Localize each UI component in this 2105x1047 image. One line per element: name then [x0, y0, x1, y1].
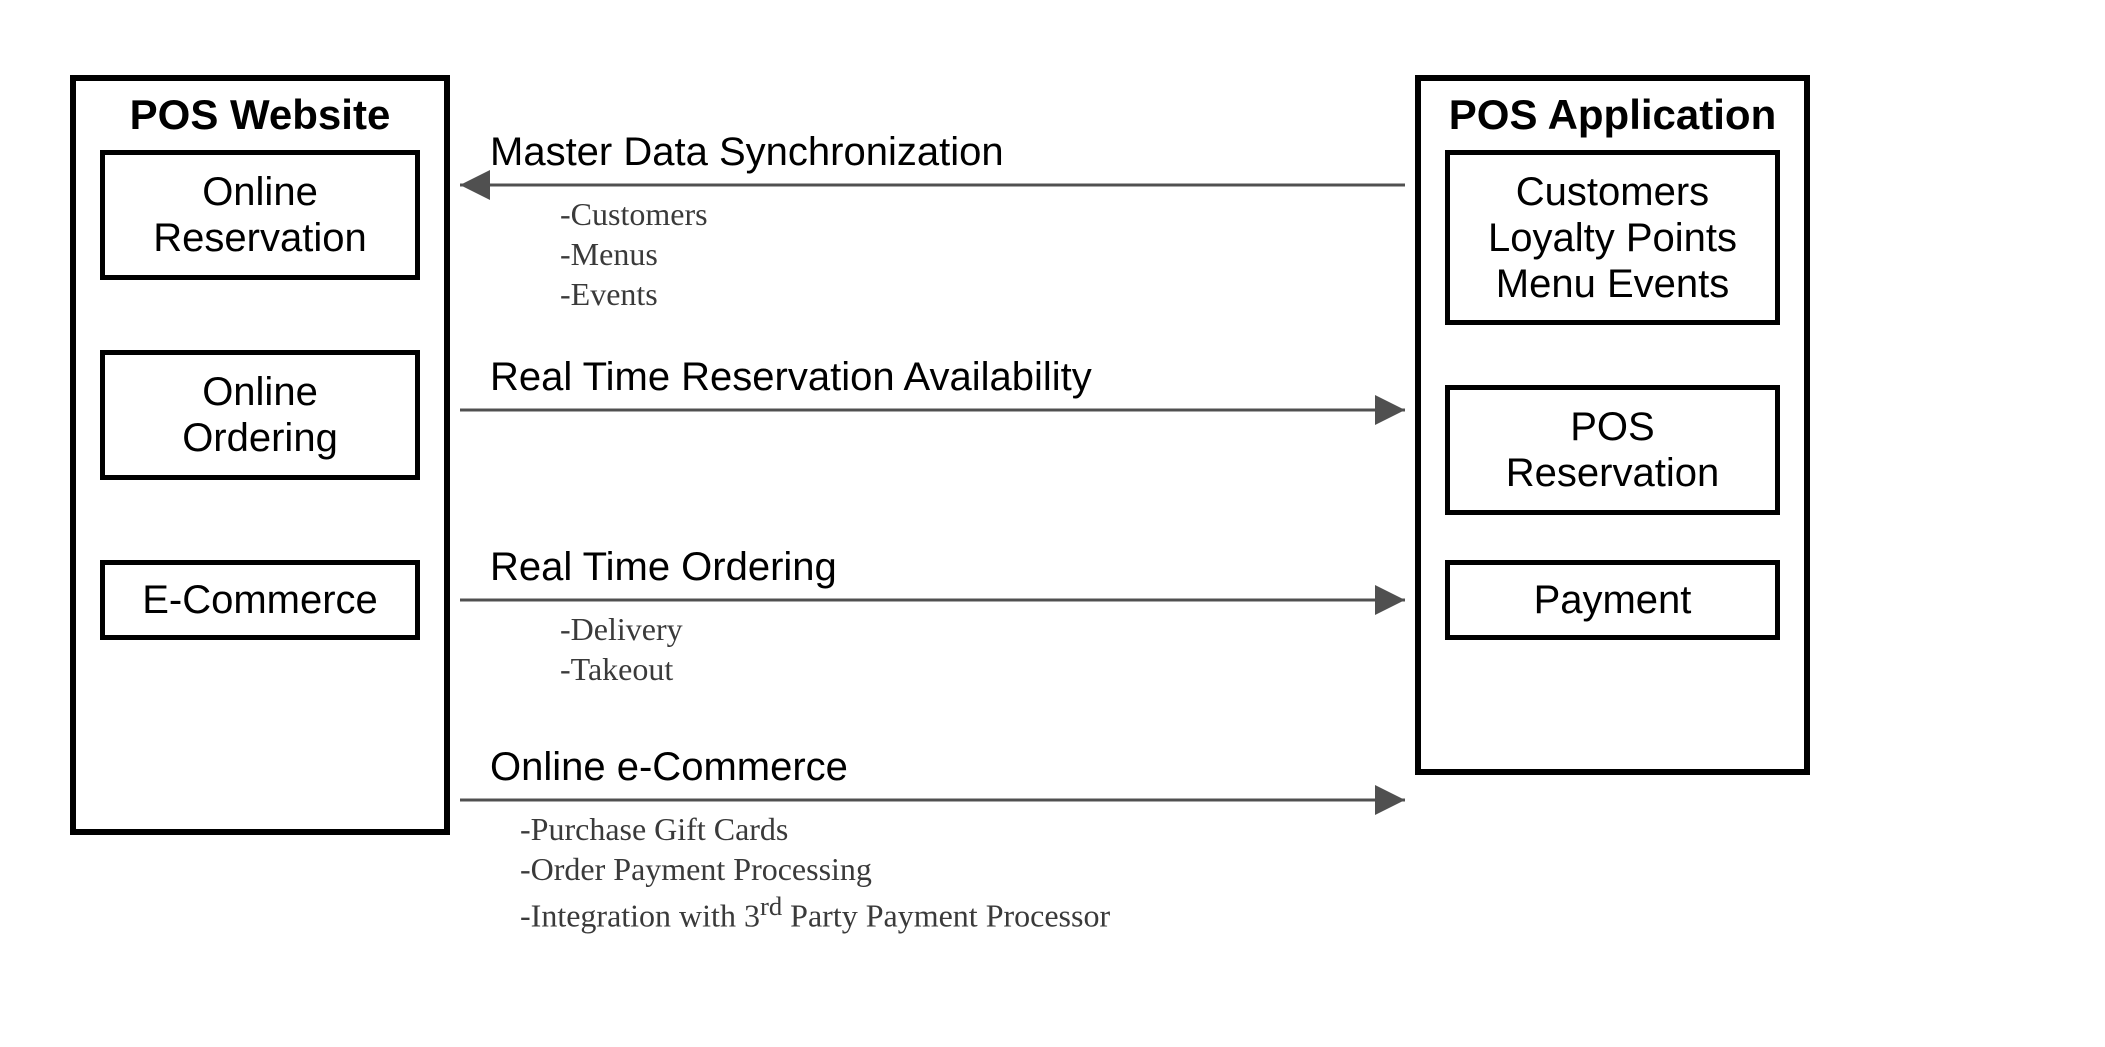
online-ecommerce-label: Online e-Commerce — [490, 745, 848, 790]
online-reservation-label: OnlineReservation — [153, 169, 366, 261]
e-commerce-label: E-Commerce — [142, 577, 378, 623]
customers-loyalty-label: CustomersLoyalty PointsMenu Events — [1488, 169, 1737, 307]
realtime-reservation-label: Real Time Reservation Availability — [490, 355, 1092, 400]
realtime-ordering-sub-1: -Takeout — [560, 651, 673, 688]
e-commerce-box: E-Commerce — [100, 560, 420, 640]
online-ecommerce-sub-1: -Order Payment Processing — [520, 851, 872, 888]
online-ecommerce-sub-2: -Integration with 3rd Party Payment Proc… — [520, 891, 1110, 935]
pos-reservation-box: POSReservation — [1445, 385, 1780, 515]
master-data-sync-sub-2: -Events — [560, 276, 658, 313]
online-reservation-box: OnlineReservation — [100, 150, 420, 280]
pos-website-title: POS Website — [76, 81, 444, 143]
realtime-ordering-label: Real Time Ordering — [490, 545, 837, 590]
master-data-sync-sub-0: -Customers — [560, 196, 708, 233]
payment-label: Payment — [1534, 577, 1692, 623]
online-ordering-label: OnlineOrdering — [182, 369, 338, 461]
online-ecommerce-sub-0: -Purchase Gift Cards — [520, 811, 788, 848]
master-data-sync-sub-1: -Menus — [560, 236, 658, 273]
pos-application-title: POS Application — [1421, 81, 1804, 143]
customers-loyalty-box: CustomersLoyalty PointsMenu Events — [1445, 150, 1780, 325]
diagram-canvas: POS Website POS Application OnlineReserv… — [0, 0, 2105, 1047]
pos-reservation-label: POSReservation — [1506, 404, 1719, 496]
payment-box: Payment — [1445, 560, 1780, 640]
online-ordering-box: OnlineOrdering — [100, 350, 420, 480]
master-data-sync-label: Master Data Synchronization — [490, 130, 1004, 175]
realtime-ordering-sub-0: -Delivery — [560, 611, 683, 648]
